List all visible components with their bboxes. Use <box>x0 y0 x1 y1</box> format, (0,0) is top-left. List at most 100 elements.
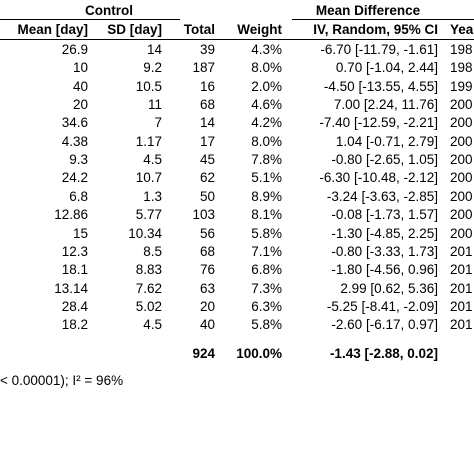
cell-weight: 5.8% <box>251 225 282 241</box>
cell-weight: 8.9% <box>251 188 282 204</box>
cell-year: 201 <box>450 317 473 333</box>
cell-ci: 0.70 [-1.04, 2.44] <box>335 60 438 76</box>
cell-weight: 4.6% <box>251 97 282 113</box>
cell-ci: -7.40 [-12.59, -2.21] <box>319 115 438 131</box>
cell-year: 200 <box>450 133 473 149</box>
cell-year: 198 <box>450 60 473 76</box>
cell-ci: 2.99 [0.62, 5.36] <box>340 280 438 296</box>
total-count: 924 <box>192 346 215 361</box>
cell-weight: 8.0% <box>251 133 282 149</box>
cell-ci: -4.50 [-13.55, 4.55] <box>323 78 438 94</box>
cell-sd: 4.5 <box>143 152 162 168</box>
cell-ci: -2.60 [-6.17, 0.97] <box>331 317 438 333</box>
cell-sd: 4.5 <box>143 317 162 333</box>
cell-ci: 7.00 [2.24, 11.76] <box>333 97 438 113</box>
cell-ci: -0.08 [-1.73, 1.57] <box>331 207 438 223</box>
cell-weight: 5.8% <box>251 317 282 333</box>
cell-sd: 10.34 <box>128 225 162 241</box>
cell-weight: 7.1% <box>251 243 282 259</box>
cell-sd: 8.5 <box>143 243 162 259</box>
col-header-mean: Mean [day] <box>17 22 88 37</box>
cell-ci: -3.24 [-3.63, -2.85] <box>326 188 438 204</box>
cell-total: 20 <box>199 298 215 314</box>
cell-mean: 6.8 <box>69 188 88 204</box>
cell-sd: 7 <box>154 115 162 131</box>
cell-total: 16 <box>199 78 215 94</box>
cell-ci: -0.80 [-3.33, 1.73] <box>331 243 438 259</box>
cell-sd: 8.83 <box>135 262 162 278</box>
cell-year: 200 <box>450 207 473 223</box>
cell-weight: 7.8% <box>251 152 282 168</box>
cell-sd: 5.77 <box>135 207 162 223</box>
cell-weight: 4.2% <box>251 115 282 131</box>
group-header-mean-difference: Mean Difference <box>315 3 421 18</box>
cell-total: 40 <box>199 317 215 333</box>
cell-mean: 15 <box>72 225 88 241</box>
cell-total: 68 <box>199 97 215 113</box>
cell-mean: 12.86 <box>54 207 88 223</box>
heterogeneity-text: < 0.00001); I² = 96% <box>0 373 124 388</box>
col-header-ci: IV, Random, 95% CI <box>313 22 438 37</box>
col-header-sd: SD [day] <box>107 22 162 37</box>
cell-year: 200 <box>450 152 473 168</box>
cell-sd: 14 <box>146 42 162 57</box>
cell-ci: -0.80 [-2.65, 1.05] <box>331 152 438 168</box>
cell-year: 200 <box>450 115 473 131</box>
cell-mean: 26.9 <box>61 42 88 57</box>
col-header-weight: Weight <box>237 22 282 37</box>
cell-sd: 7.62 <box>135 280 162 296</box>
cell-sd: 11 <box>147 97 162 113</box>
cell-mean: 9.3 <box>69 152 88 168</box>
cell-total: 187 <box>192 60 215 76</box>
cell-sd: 10.5 <box>135 78 162 94</box>
cell-weight: 5.1% <box>251 170 282 186</box>
col-header-year: Year <box>450 22 474 37</box>
cell-year: 200 <box>450 188 473 204</box>
cell-total: 56 <box>199 225 215 241</box>
cell-total: 68 <box>199 243 215 259</box>
cell-year: 201 <box>450 243 473 259</box>
cell-weight: 6.3% <box>251 298 282 314</box>
cell-mean: 18.1 <box>61 262 88 278</box>
total-ci: -1.43 [-2.88, 0.02] <box>329 346 438 361</box>
cell-total: 103 <box>192 207 215 223</box>
cell-mean: 24.2 <box>61 170 88 186</box>
cell-sd: 10.7 <box>135 170 162 186</box>
cell-ci: -5.25 [-8.41, -2.09] <box>326 298 438 314</box>
cell-mean: 4.38 <box>61 133 88 149</box>
cell-year: 201 <box>450 262 473 278</box>
cell-total: 62 <box>199 170 215 186</box>
cell-weight: 4.3% <box>251 42 282 57</box>
cell-total: 17 <box>199 133 215 149</box>
cell-mean: 40 <box>72 78 88 94</box>
group-header-control: Control <box>85 3 133 18</box>
md-group-rule <box>292 19 474 20</box>
cell-sd: 1.17 <box>135 133 162 149</box>
cell-total: 50 <box>199 188 215 204</box>
cell-mean: 12.3 <box>61 243 88 259</box>
cell-mean: 18.2 <box>61 317 88 333</box>
cell-sd: 1.3 <box>143 188 162 204</box>
cell-mean: 10 <box>72 60 88 76</box>
cell-sd: 5.02 <box>135 298 162 314</box>
cell-year: 201 <box>450 298 473 314</box>
cell-sd: 9.2 <box>143 60 162 76</box>
cell-year: 198 <box>450 42 473 57</box>
cell-ci: -1.30 [-4.85, 2.25] <box>331 225 438 241</box>
cell-weight: 7.3% <box>251 280 282 296</box>
cell-mean: 13.14 <box>54 280 88 296</box>
cell-weight: 2.0% <box>251 78 282 94</box>
cell-mean: 28.4 <box>61 298 88 314</box>
cell-weight: 8.1% <box>251 207 282 223</box>
cell-total: 76 <box>199 262 215 278</box>
cell-year: 199 <box>450 78 473 94</box>
cell-year: 201 <box>450 280 473 296</box>
col-header-total: Total <box>183 22 215 37</box>
cell-year: 200 <box>450 97 473 113</box>
cell-year: 200 <box>450 170 473 186</box>
header-bottom-rule <box>0 39 474 40</box>
cell-year: 200 <box>450 225 473 241</box>
cell-weight: 6.8% <box>251 262 282 278</box>
total-weight: 100.0% <box>236 346 282 361</box>
cell-weight: 8.0% <box>251 60 282 76</box>
